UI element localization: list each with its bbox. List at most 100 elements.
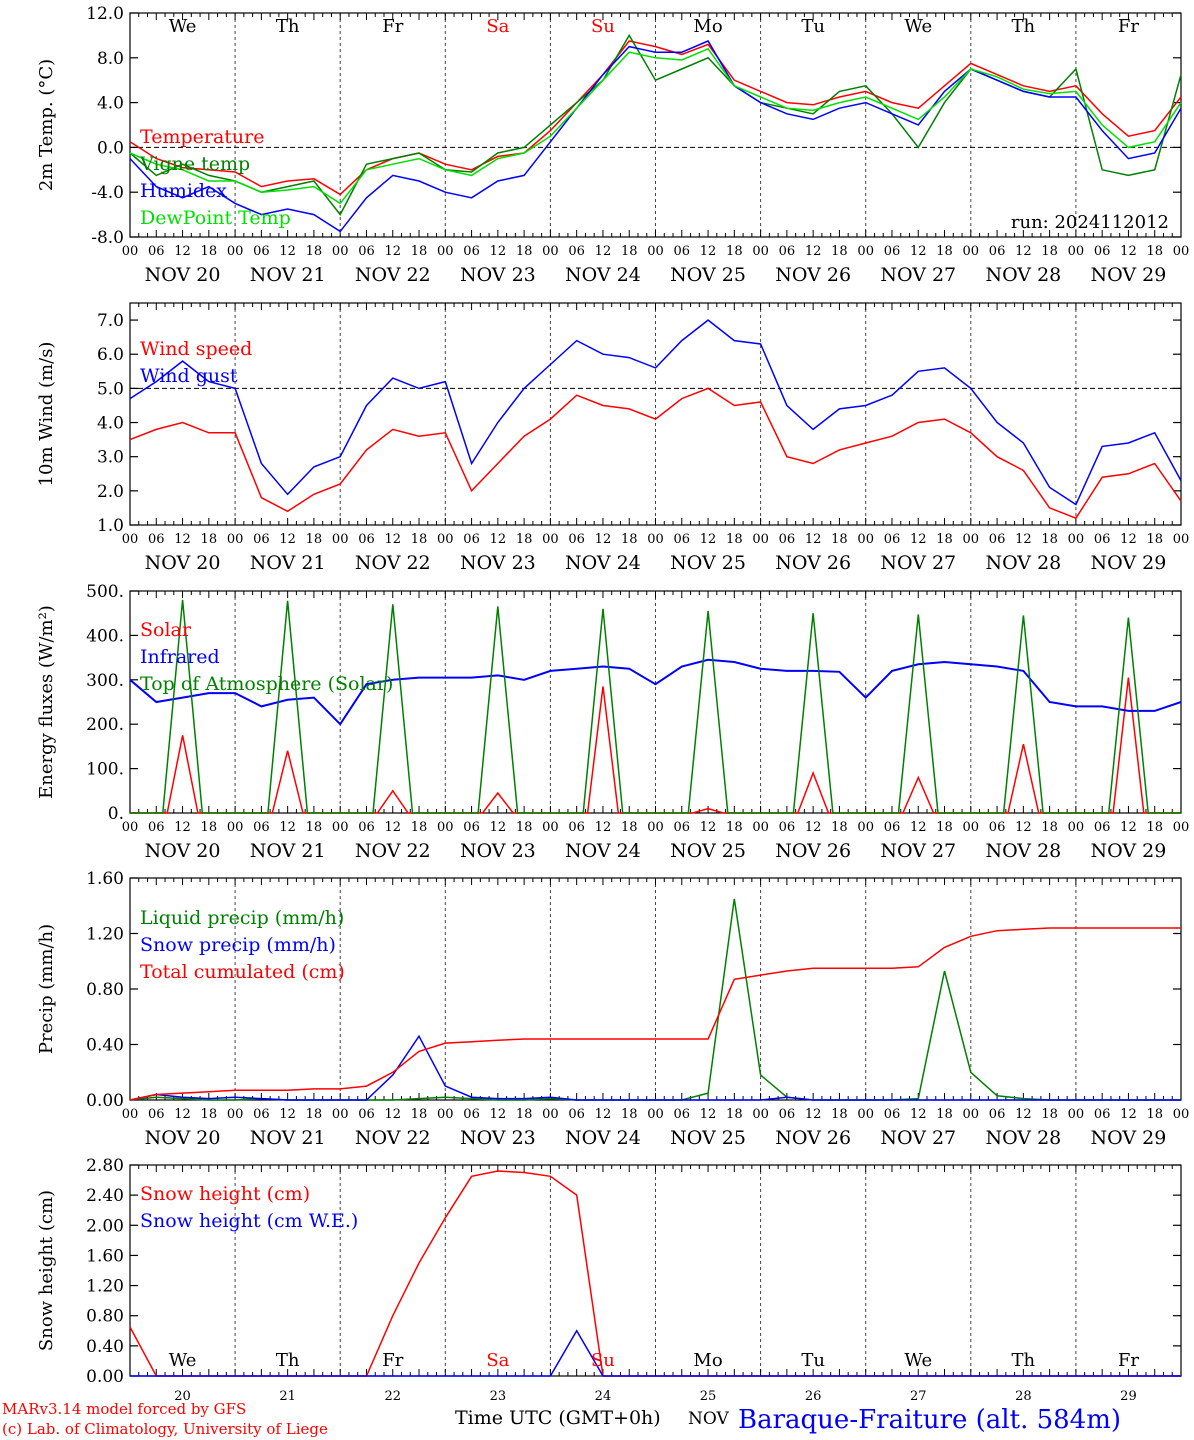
date-label: NOV 23 [460, 1127, 536, 1149]
hour-tick-label: 12 [595, 1107, 612, 1122]
day-number-label: 26 [805, 1389, 822, 1404]
hour-tick-label: 18 [411, 1107, 428, 1122]
hour-tick-label: 12 [384, 532, 401, 547]
y-tick-label: 0. [108, 804, 124, 824]
hour-tick-label: 06 [1094, 244, 1111, 259]
hour-tick-label: 18 [621, 820, 638, 835]
legend-entry: Total cumulated (cm) [140, 961, 345, 983]
weekday-label: Mo [693, 1350, 722, 1371]
legend-entry: Solar [140, 619, 192, 641]
hour-tick-label: 06 [884, 532, 901, 547]
weekday-label: Th [276, 1350, 300, 1371]
hour-tick-label: 18 [1041, 1107, 1058, 1122]
panel-4: 0.00 0.40 0.80 1.20 1.60 Precip (mm/h) Liquid … [36, 869, 1189, 1149]
hour-tick-label: 00 [647, 532, 664, 547]
weekday-label: Sa [486, 1350, 509, 1371]
hour-tick-label: 12 [1120, 820, 1137, 835]
y-tick-label: 0.00 [86, 1091, 124, 1111]
hour-tick-label: 06 [884, 244, 901, 259]
y-tick-label: 1.60 [86, 1246, 124, 1266]
date-label: NOV 20 [145, 264, 221, 286]
date-label: NOV 29 [1091, 552, 1167, 574]
hour-tick-label: 18 [516, 820, 533, 835]
hour-tick-label: 00 [542, 244, 559, 259]
hour-tick-label: 12 [910, 532, 927, 547]
weekday-label: We [169, 1350, 197, 1371]
hour-tick-label: 12 [805, 244, 822, 259]
hour-tick-label: 06 [148, 532, 165, 547]
hour-tick-label: 00 [227, 1107, 244, 1122]
hour-tick-label: 18 [726, 820, 743, 835]
weekday-label: Th [276, 16, 300, 37]
hour-tick-label: 06 [463, 1107, 480, 1122]
series-line [129, 47, 1182, 205]
legend-entry: Snow height (cm W.E.) [140, 1210, 358, 1232]
y-axis-label: Snow height (cm) [36, 1190, 57, 1351]
hour-tick-label: 12 [910, 820, 927, 835]
legend-entry: Vigne temp [139, 153, 250, 175]
hour-tick-label: 18 [411, 244, 428, 259]
hour-tick-label: 18 [621, 244, 638, 259]
hour-tick-label: 18 [936, 1107, 953, 1122]
hour-tick-label: 18 [726, 532, 743, 547]
hour-tick-label: 18 [1146, 820, 1163, 835]
hour-tick-label: 18 [516, 1107, 533, 1122]
hour-tick-label: 00 [437, 244, 454, 259]
hour-tick-label: 06 [253, 532, 270, 547]
y-tick-label: 1.20 [86, 925, 124, 945]
hour-tick-label: 18 [621, 1107, 638, 1122]
hour-tick-label: 12 [279, 244, 296, 259]
date-label: NOV 28 [985, 552, 1061, 574]
hour-tick-label: 00 [227, 532, 244, 547]
hour-tick-label: 06 [148, 1107, 165, 1122]
hour-tick-label: 00 [542, 532, 559, 547]
hour-tick-label: 12 [490, 820, 507, 835]
hour-tick-label: 06 [989, 532, 1006, 547]
hour-tick-label: 00 [542, 820, 559, 835]
hour-tick-label: 12 [1120, 244, 1137, 259]
hour-tick-label: 18 [1146, 532, 1163, 547]
hour-tick-label: 00 [1068, 532, 1085, 547]
station-name: Baraque-Fraiture (alt. 584m) [738, 1405, 1121, 1435]
hour-tick-label: 06 [568, 820, 585, 835]
hour-tick-label: 18 [621, 532, 638, 547]
hour-tick-label: 00 [1173, 244, 1190, 259]
y-tick-label: -8.0 [91, 228, 124, 248]
hour-tick-label: 12 [279, 1107, 296, 1122]
date-label: NOV 21 [250, 552, 326, 574]
hour-tick-label: 18 [936, 532, 953, 547]
hour-tick-label: 00 [752, 244, 769, 259]
hour-tick-label: 18 [516, 244, 533, 259]
hour-tick-label: 18 [1146, 244, 1163, 259]
legend-entry: Wind gust [140, 365, 238, 387]
hour-tick-label: 00 [122, 820, 139, 835]
legend-entry: Snow height (cm) [140, 1183, 310, 1205]
date-label: NOV 26 [775, 552, 851, 574]
y-tick-label: 500. [86, 582, 124, 602]
hour-tick-label: 00 [227, 820, 244, 835]
panel-2: 1.0 2.0 3.0 4.0 5.0 6.0 7.0 10m Wind (m/s) Wind … [36, 302, 1189, 574]
date-label: NOV 22 [355, 1127, 431, 1149]
date-label: NOV 22 [355, 264, 431, 286]
hour-tick-label: 18 [1041, 532, 1058, 547]
weekday-label: We [904, 1350, 932, 1371]
hour-tick-label: 06 [568, 244, 585, 259]
hour-tick-label: 00 [752, 532, 769, 547]
hour-tick-label: 00 [857, 532, 874, 547]
hour-tick-label: 12 [910, 244, 927, 259]
hour-tick-label: 12 [805, 820, 822, 835]
date-label: NOV 27 [880, 552, 956, 574]
hour-tick-label: 18 [831, 820, 848, 835]
date-label: NOV 24 [565, 264, 641, 286]
hour-tick-label: 18 [201, 1107, 218, 1122]
legend-entry: Humidex [140, 180, 227, 202]
hour-tick-label: 12 [384, 244, 401, 259]
hour-tick-label: 12 [805, 532, 822, 547]
weekday-label: Fr [382, 16, 403, 37]
hour-tick-label: 12 [700, 1107, 717, 1122]
hour-tick-label: 00 [752, 1107, 769, 1122]
hour-tick-label: 00 [437, 1107, 454, 1122]
y-tick-label: 3.0 [97, 448, 124, 468]
hour-tick-label: 06 [358, 244, 375, 259]
